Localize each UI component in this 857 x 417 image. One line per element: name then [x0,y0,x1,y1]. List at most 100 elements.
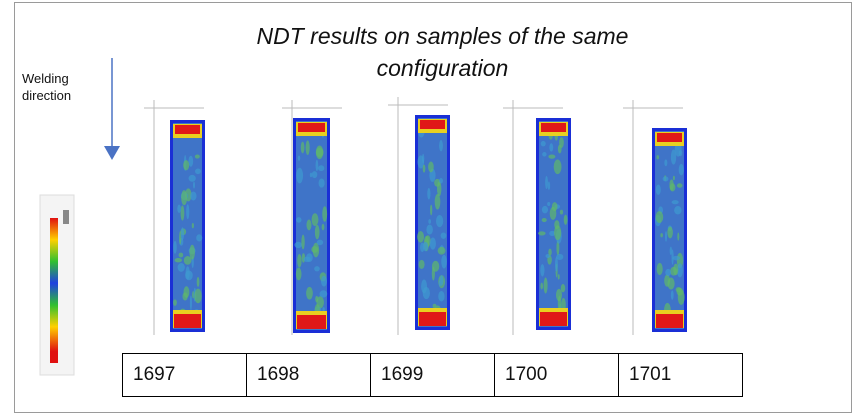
scan-spot [183,256,192,265]
slide-border [14,2,852,413]
scan-spot [421,279,428,294]
sample-id: 1697 [122,353,247,397]
scan-edge [298,123,325,132]
scan-spot [429,237,436,250]
scan-spot [676,183,683,188]
scan-spot [178,252,184,258]
scan-spot [321,275,327,287]
scan-spot [303,256,311,263]
scan-spot [294,241,303,249]
sample-id: 1699 [370,353,495,397]
scan-spot [422,164,426,173]
scan-spot [300,141,305,154]
scan-spot [177,204,181,214]
scan-spot [318,178,325,188]
scan-spot [309,172,313,178]
scan-spot [186,204,190,220]
scan-spot [431,266,435,281]
scan-spot [306,219,312,231]
scan-spot [194,154,200,159]
scan-spot [183,160,190,171]
scan-spot [306,286,313,300]
scan-spot [669,179,674,191]
scan-spot [188,174,196,182]
scan-spot [672,255,681,261]
scan-edge [174,314,201,328]
scan-spot [194,288,202,304]
scan-spot [305,140,310,155]
scan-spot [559,209,564,215]
scan-spot [195,168,201,175]
direction-label: Welding direction [22,71,72,103]
scan-spot [540,140,546,147]
scan-spot [177,263,185,272]
scan-spot [543,277,548,294]
scan-spot [676,263,683,278]
scan-spot [440,232,447,239]
scan-edge [656,314,683,328]
scan-edge [419,312,446,326]
scan-spot [674,206,682,215]
scan-spot [188,155,194,167]
scan-edge [297,315,326,329]
scan-spot [196,234,203,242]
scan-spot [314,224,320,240]
scan-spot [538,231,546,236]
scan-spot [545,175,548,190]
scan-spot [671,249,674,265]
scan-spot [296,167,304,184]
scan-spot [676,287,684,296]
scan-spot [664,231,668,242]
scan-spot [436,214,444,228]
scan-spot [549,206,557,220]
scan-spot [678,163,684,176]
scan-spot [295,267,302,281]
scan-spot [553,159,562,175]
scan-spot [428,219,432,224]
scan-edge [541,123,566,132]
scan-spot [430,204,433,216]
scan-spot [541,218,547,223]
scan-spot [547,181,551,190]
scan-spot [548,154,556,159]
scan-spot [434,193,441,210]
scan-spot [441,254,447,269]
scan-spot [540,264,545,277]
scan-spot [665,268,672,277]
scan-spot [549,230,556,237]
scan-spot [656,155,660,160]
scan-spot [437,246,446,255]
scan-spot [427,187,431,200]
scan-spot [542,152,547,157]
scan-spot [173,240,177,254]
scan-spot [297,155,301,161]
scan-spot [321,223,325,231]
scan-spot [316,239,324,246]
scan-spot [181,190,188,206]
scan-spot [439,177,443,184]
scan-spot [439,140,443,152]
sample-id: 1701 [618,353,743,397]
scan-spot [541,205,549,214]
scan-spot [422,241,429,252]
scan-spot [185,266,190,280]
scan-spot [315,159,319,172]
scan-spot [180,205,185,221]
scan-spot [189,244,195,260]
scan-spot [418,259,425,270]
scan-spot [311,171,318,179]
scan-spot [664,159,668,167]
scan-spot [191,223,194,229]
scan-spot [660,233,663,238]
scan-spot [314,266,320,272]
scan-spot [559,137,564,148]
scan-spot [557,295,562,312]
scan-spot [318,165,325,172]
scan-spot [192,181,196,189]
scan-spot [672,175,675,181]
scan-spot [662,176,669,182]
scan-spot [301,234,305,250]
scan-spot [669,246,673,255]
scan-images [144,97,687,335]
scan-spot [670,290,674,300]
